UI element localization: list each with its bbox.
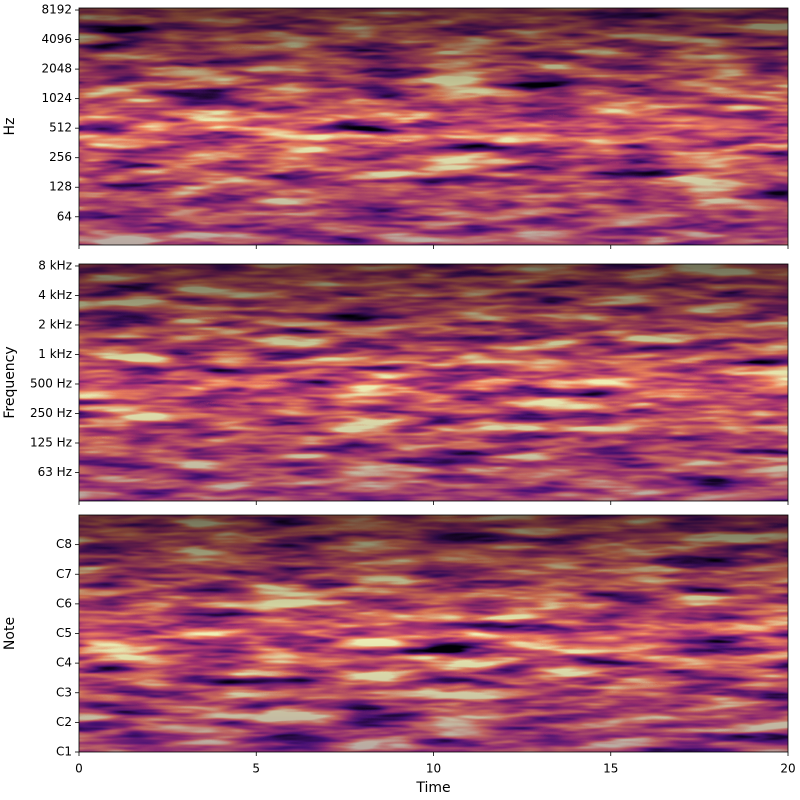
x-tick-label: 10	[426, 762, 441, 776]
x-tick-label: 5	[252, 762, 260, 776]
y-tick-label: C8	[56, 537, 72, 551]
y-tick-label: 64	[57, 209, 72, 223]
y-tick-label: 8 kHz	[38, 258, 72, 272]
x-tick-label: 0	[75, 762, 83, 776]
y-tick-label: 128	[49, 180, 72, 194]
y-tick-label: C4	[56, 656, 72, 670]
y-tick-label: 4 kHz	[38, 288, 72, 302]
y-tick-label: 2 kHz	[38, 317, 72, 331]
y-tick-label: 500 Hz	[30, 376, 72, 390]
x-axis-label: Time	[415, 780, 450, 796]
y-tick-label: C5	[56, 626, 72, 640]
y-tick-label: C3	[56, 685, 72, 699]
y-tick-label: C1	[56, 745, 72, 759]
y-tick-label: C6	[56, 596, 72, 610]
y-axis-label: Hz	[2, 118, 18, 136]
y-tick-label: 256	[49, 150, 72, 164]
y-tick-label: 63 Hz	[38, 465, 72, 479]
y-tick-label: 1024	[41, 91, 72, 105]
y-axis-label: Note	[2, 617, 18, 650]
x-tick-label: 15	[603, 762, 618, 776]
spectrogram-shade	[79, 8, 788, 245]
y-tick-label: C2	[56, 715, 72, 729]
y-axis-label: Frequency	[2, 346, 18, 418]
y-tick-label: 2048	[41, 62, 72, 76]
y-tick-label: 512	[49, 121, 72, 135]
spectrogram-shade	[79, 264, 788, 501]
y-tick-label: 4096	[41, 32, 72, 46]
x-tick-label: 20	[780, 762, 795, 776]
y-tick-label: 1 kHz	[38, 347, 72, 361]
y-tick-label: 250 Hz	[30, 406, 72, 420]
y-tick-label: C7	[56, 567, 72, 581]
y-tick-label: 8192	[41, 3, 72, 17]
spectrogram-shade	[79, 515, 788, 752]
y-tick-label: 125 Hz	[30, 436, 72, 450]
